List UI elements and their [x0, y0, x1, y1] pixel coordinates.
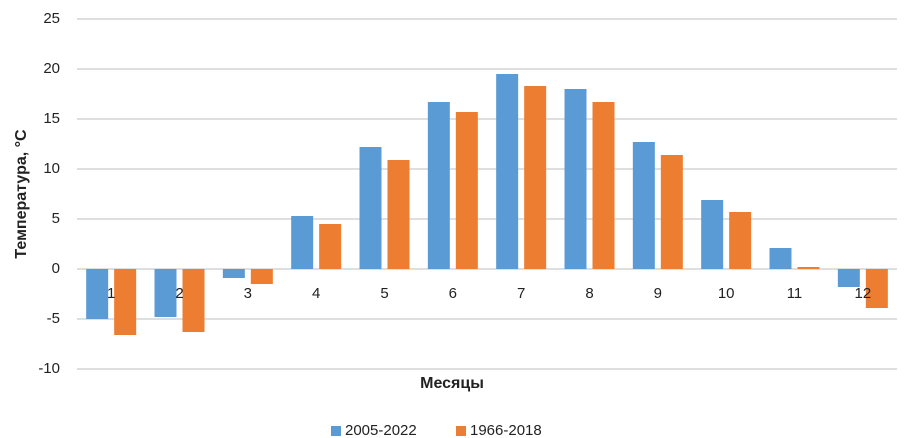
bar	[701, 200, 724, 269]
bar	[387, 160, 410, 269]
x-axis-title: Месяцы	[420, 375, 484, 392]
bar	[319, 224, 342, 269]
x-tick-label: 10	[718, 285, 735, 302]
bar	[837, 269, 860, 287]
legend-label: 1966-2018	[470, 422, 542, 438]
y-tick-label: 20	[43, 60, 60, 77]
x-tick-label: 8	[585, 285, 593, 302]
y-tick-label: -10	[38, 360, 60, 377]
bar	[524, 86, 547, 269]
x-tick-label: 2	[175, 285, 183, 302]
legend-label: 2005-2022	[345, 422, 417, 438]
y-axis-title: Температура, °С	[13, 129, 30, 259]
bar	[455, 112, 478, 269]
bar	[592, 102, 615, 269]
bar	[660, 155, 683, 269]
x-tick-label: 6	[449, 285, 457, 302]
y-tick-label: 25	[43, 10, 60, 27]
x-tick-label: 7	[517, 285, 525, 302]
bar	[222, 269, 245, 278]
bar	[496, 74, 519, 269]
bar	[564, 89, 587, 269]
bar	[359, 147, 382, 269]
bar	[632, 142, 655, 269]
bar	[114, 269, 137, 335]
bar	[427, 102, 450, 269]
x-tick-label: 1	[107, 285, 115, 302]
bar	[182, 269, 205, 332]
y-tick-label: 0	[52, 260, 60, 277]
x-tick-label: 5	[380, 285, 388, 302]
bar	[291, 216, 314, 269]
x-tick-label: 4	[312, 285, 320, 302]
x-tick-label: 3	[244, 285, 252, 302]
bar	[865, 269, 888, 308]
bar	[729, 212, 752, 269]
legend-swatch	[331, 426, 341, 436]
bar	[154, 269, 177, 317]
x-tick-label: 9	[654, 285, 662, 302]
x-tick-label: 12	[854, 285, 871, 302]
legend-swatch	[456, 426, 466, 436]
y-tick-label: 10	[43, 160, 60, 177]
y-tick-label: 15	[43, 110, 60, 127]
bar	[86, 269, 109, 319]
bar	[769, 248, 792, 269]
y-tick-label: 5	[52, 210, 60, 227]
x-tick-label: 11	[787, 285, 803, 302]
y-tick-label: -5	[47, 310, 60, 327]
bar	[250, 269, 273, 284]
bar	[797, 267, 820, 269]
